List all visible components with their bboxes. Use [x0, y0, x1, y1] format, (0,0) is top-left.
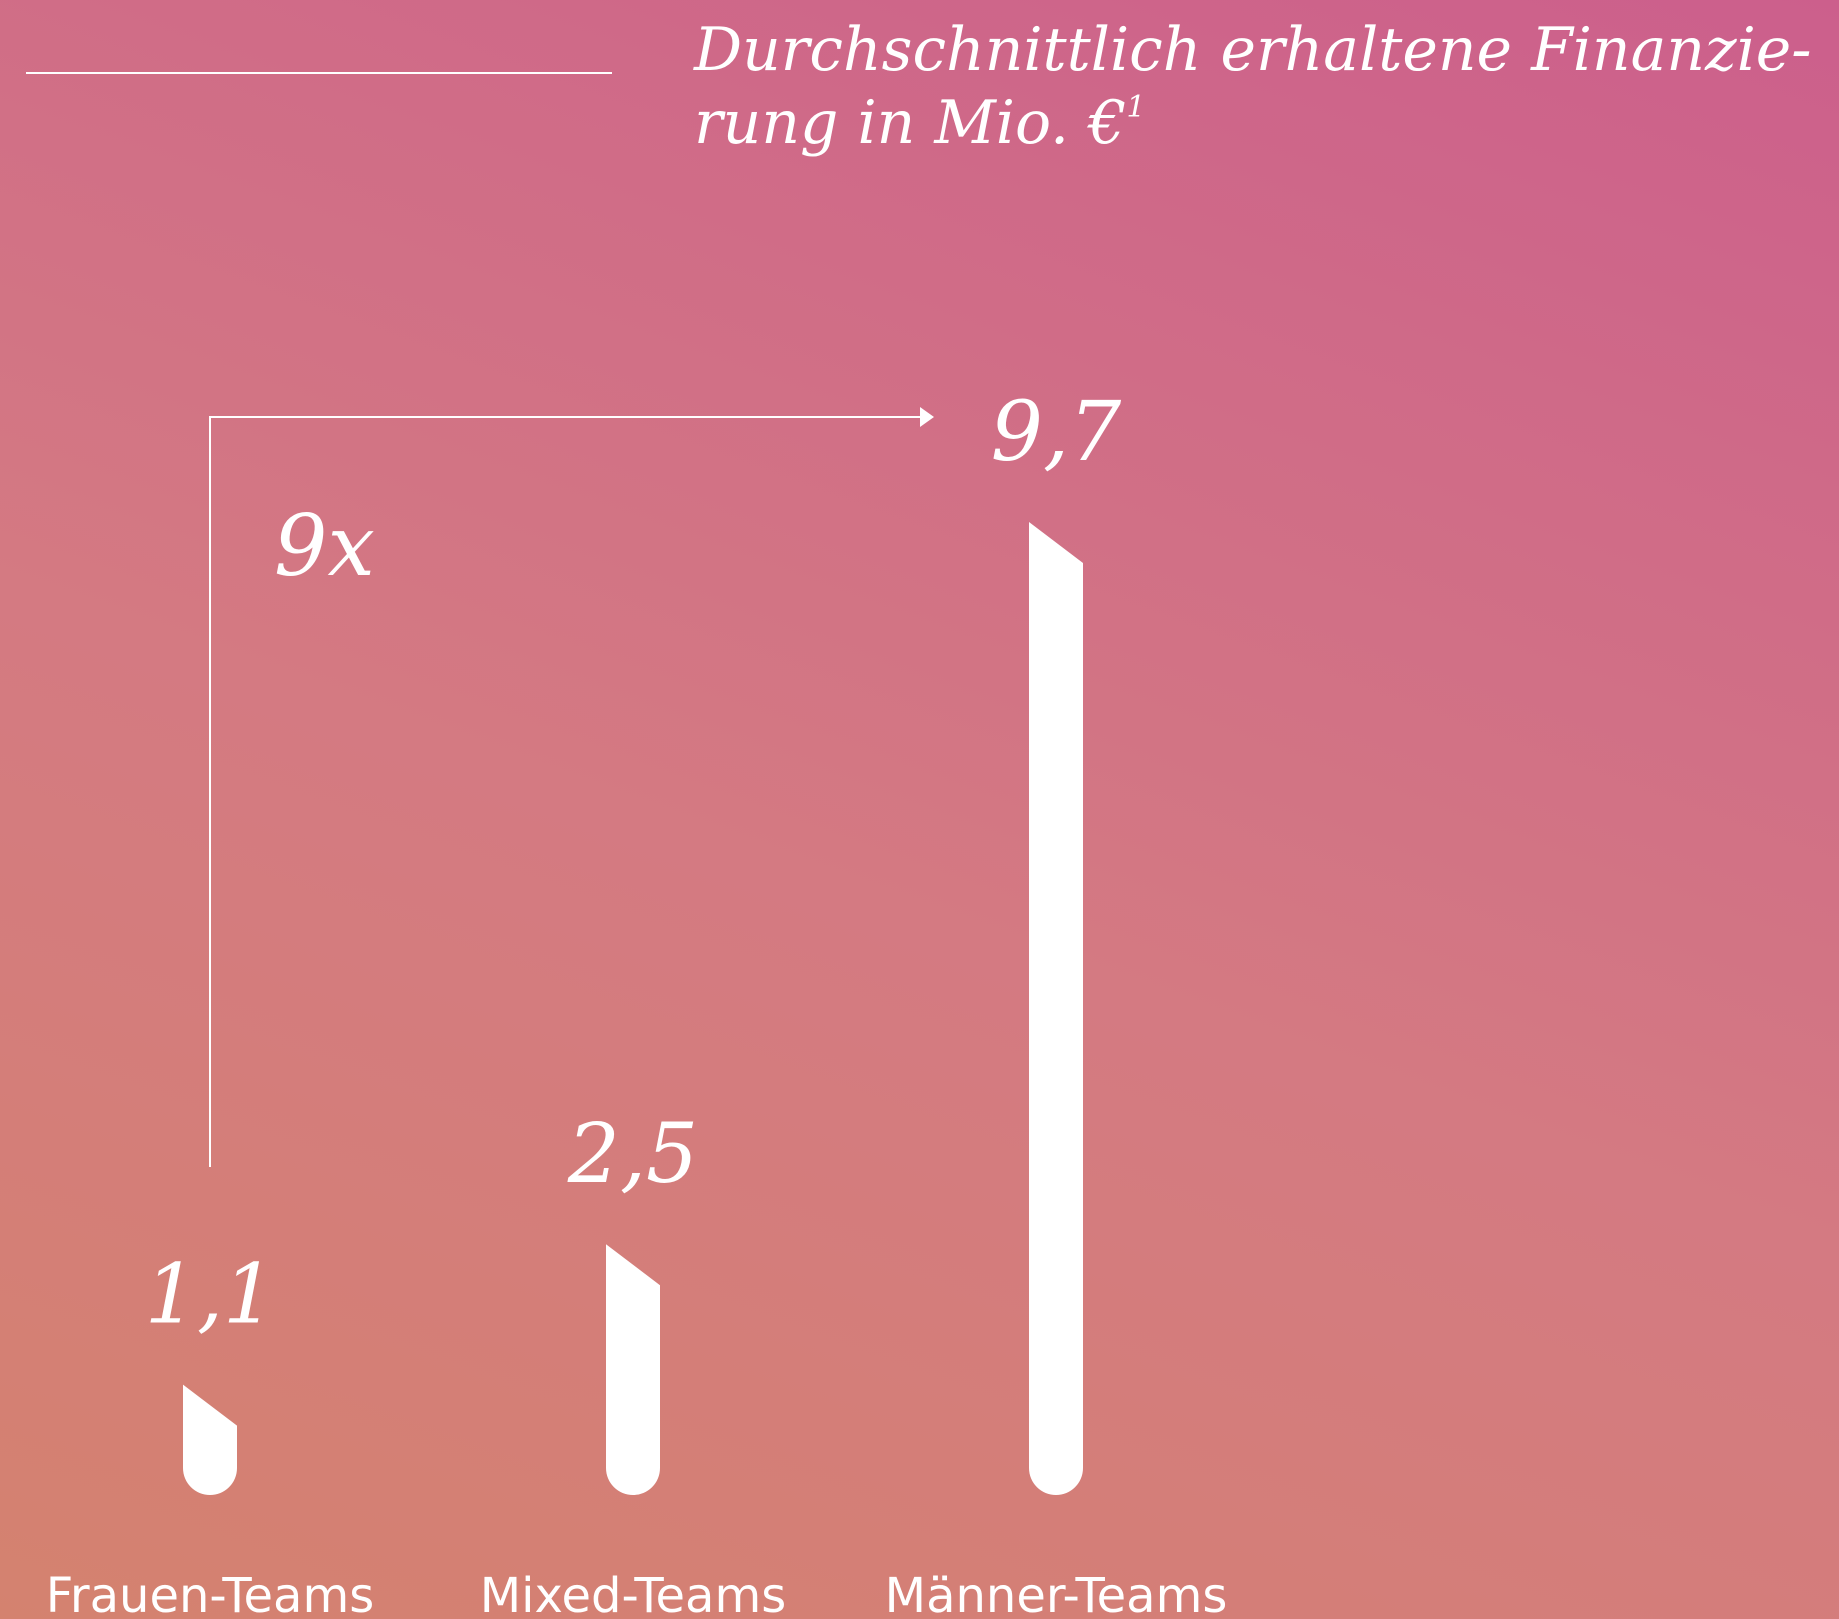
value-label: 2,5 — [567, 1107, 698, 1202]
x-tick-label: Männer-Teams — [885, 1568, 1228, 1619]
arrow-head — [920, 407, 934, 427]
bar — [183, 1384, 237, 1495]
footnote-marker: 1 — [1126, 90, 1145, 125]
chart-title: rung in Mio. €1 — [694, 88, 1145, 158]
annotation: 9x — [274, 497, 375, 595]
value-label: 9,7 — [991, 385, 1122, 480]
chart-title: Durchschnittlich erhaltene Finanzie- — [693, 15, 1812, 85]
comparison-arrow — [209, 416, 920, 1167]
x-tick-label: Mixed-Teams — [480, 1568, 786, 1619]
bar — [1029, 522, 1083, 1495]
x-tick-label: Frauen-Teams — [46, 1568, 374, 1619]
value-label: 1,1 — [145, 1248, 275, 1343]
chart-title-line: rung in Mio. € — [694, 88, 1126, 158]
bar — [606, 1244, 660, 1495]
